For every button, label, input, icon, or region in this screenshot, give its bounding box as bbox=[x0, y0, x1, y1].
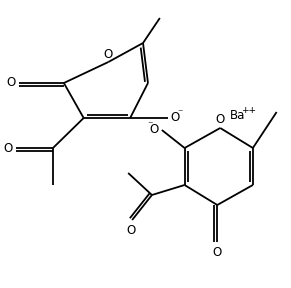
Text: O: O bbox=[213, 246, 222, 259]
Text: O: O bbox=[150, 123, 159, 136]
Text: ⁻: ⁻ bbox=[147, 120, 152, 130]
Text: O: O bbox=[6, 77, 16, 90]
Text: ++: ++ bbox=[241, 105, 256, 115]
Text: ⁻: ⁻ bbox=[177, 108, 183, 118]
Text: O: O bbox=[216, 113, 225, 126]
Text: O: O bbox=[103, 48, 112, 60]
Text: O: O bbox=[126, 224, 135, 237]
Text: Ba: Ba bbox=[230, 109, 245, 122]
Text: O: O bbox=[3, 141, 13, 154]
Text: O: O bbox=[171, 111, 180, 124]
